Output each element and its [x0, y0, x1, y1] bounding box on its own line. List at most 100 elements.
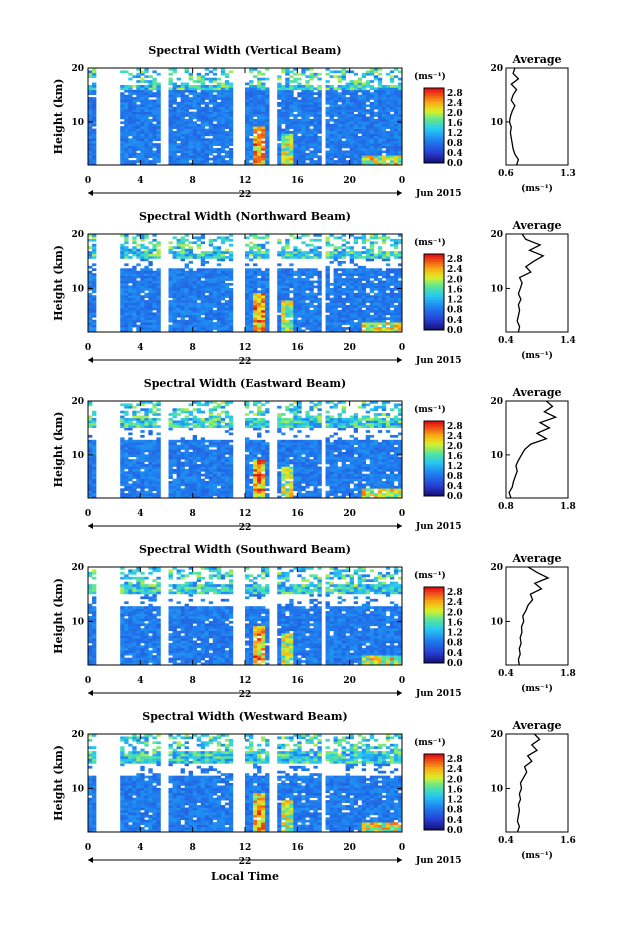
heatmap-cell [224, 309, 230, 313]
heatmap-cell [228, 256, 234, 259]
heatmap-cell [132, 466, 137, 470]
heatmap-cell [140, 131, 145, 134]
heatmap-cell [148, 468, 153, 472]
heatmap-cell [140, 451, 145, 455]
heatmap-cell [353, 162, 359, 166]
heatmap-cell [140, 251, 145, 254]
heatmap-cell [180, 481, 185, 484]
heatmap-cell [184, 422, 189, 426]
heatmap-cell [124, 155, 129, 159]
heatmap-cell [132, 493, 137, 496]
heatmap-cell [200, 121, 206, 125]
heatmap-cell [132, 152, 137, 156]
heatmap-cell [224, 292, 230, 296]
heatmap-cell [333, 99, 338, 103]
heatmap-cell [128, 104, 133, 108]
heatmap-cell [120, 468, 125, 472]
heatmap-cell [92, 118, 97, 122]
heatmap-cell [305, 99, 310, 103]
heatmap-cell [297, 256, 302, 259]
heatmap-cell [200, 84, 206, 88]
heatmap-cell [301, 87, 306, 91]
heatmap-cell [361, 317, 367, 321]
heatmap-cell [140, 87, 145, 91]
heatmap-cell [148, 410, 153, 414]
heatmap-cell [196, 403, 202, 407]
heatmap-cell [301, 305, 306, 308]
heatmap-cell [257, 236, 262, 240]
heatmap-cell [224, 123, 230, 127]
heatmap-cell [224, 285, 230, 289]
heatmap-cell [329, 160, 334, 163]
heatmap-cell [265, 253, 270, 257]
heatmap-cell [156, 123, 161, 127]
heatmap-cell [152, 118, 157, 122]
heatmap-cell [124, 417, 129, 421]
heatmap-cell [389, 133, 395, 137]
heatmap-cell [88, 99, 93, 103]
heatmap-cell [357, 152, 363, 156]
heatmap-cell [285, 118, 290, 122]
heatmap-cell [200, 295, 206, 298]
heatmap-cell [168, 461, 173, 465]
heatmap-cell [293, 121, 298, 125]
heatmap-cell [305, 82, 310, 86]
heatmap-cell [192, 150, 197, 154]
heatmap-cell [128, 145, 133, 149]
heatmap-cell [176, 275, 181, 279]
heatmap-cell [277, 94, 282, 98]
heatmap-cell [200, 324, 206, 328]
heatmap-cell [281, 329, 286, 333]
heatmap-cell [136, 476, 141, 479]
heatmap-cell [353, 131, 359, 134]
heatmap-cell [373, 324, 379, 328]
colorbar-swatch [424, 100, 444, 104]
heatmap-cell [357, 287, 363, 291]
heatmap-cell [349, 314, 354, 318]
heatmap-cell [188, 300, 193, 303]
heatmap-cell [92, 84, 97, 88]
heatmap-cell [188, 285, 193, 289]
heatmap-cell [309, 145, 314, 149]
heatmap-cell [136, 451, 141, 455]
heatmap-cell [265, 162, 270, 166]
x-tick-label: 0 [85, 176, 91, 186]
heatmap-cell [184, 97, 189, 100]
heatmap-cell [188, 302, 193, 306]
heatmap-cell [261, 92, 266, 95]
heatmap-cell [220, 287, 226, 291]
heatmap-cell [228, 138, 234, 142]
heatmap-cell [345, 273, 350, 276]
heatmap-cell [353, 80, 359, 83]
heatmap-cell [120, 309, 125, 313]
heatmap-cell [341, 256, 346, 259]
heatmap-cell [349, 114, 354, 117]
heatmap-cell [204, 268, 210, 272]
heatmap-cell [172, 295, 177, 298]
heatmap-cell [124, 268, 129, 272]
heatmap-cell [168, 128, 173, 132]
heatmap-cell [184, 473, 189, 477]
heatmap-cell [120, 157, 125, 161]
heatmap-cell [313, 131, 318, 134]
heatmap-cell [337, 116, 342, 120]
heatmap-cell [132, 468, 137, 472]
heatmap-cell [212, 133, 218, 137]
heatmap-cell [180, 297, 185, 301]
heatmap-cell [261, 162, 266, 166]
heatmap-cell [397, 280, 403, 284]
heatmap-cell [289, 329, 294, 333]
heatmap-cell [208, 324, 214, 328]
heatmap-cell [208, 97, 214, 100]
heatmap-cell [341, 131, 346, 134]
heatmap-cell [317, 314, 322, 318]
heatmap-cell [188, 133, 193, 137]
heatmap-cell [389, 89, 395, 93]
heatmap-cell [381, 319, 387, 323]
heatmap-cell [156, 471, 161, 475]
heatmap-cell [192, 236, 197, 240]
heatmap-cell [333, 253, 338, 257]
heatmap-cell [357, 236, 363, 240]
heatmap-cell [120, 312, 125, 316]
heatmap-cell [168, 459, 173, 462]
